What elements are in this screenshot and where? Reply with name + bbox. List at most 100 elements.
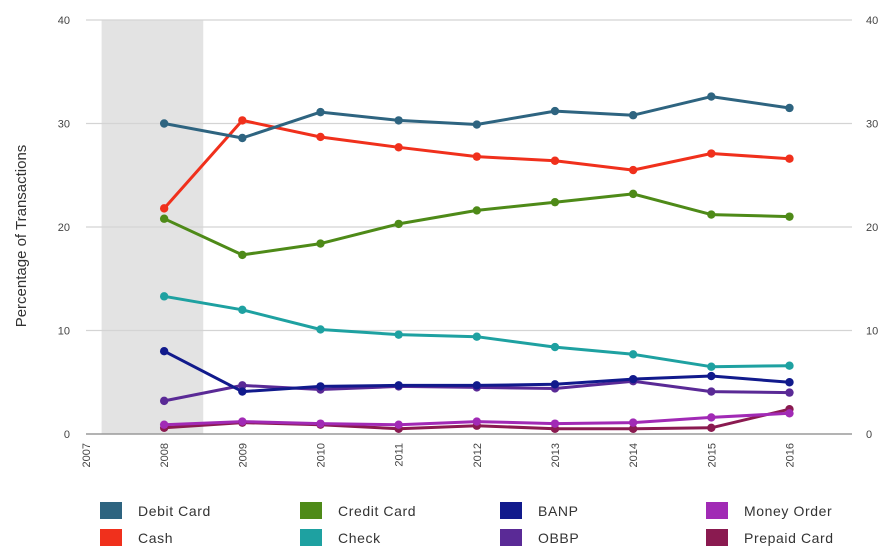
data-point-check [394, 330, 403, 339]
data-point-banp [785, 378, 794, 387]
data-point-cash [707, 149, 716, 158]
x-tick-label: 2007 [81, 443, 93, 467]
data-point-check [550, 342, 560, 352]
legend-item-debit-card: Debit Card [100, 502, 210, 519]
legend-label-money-order: Money Order [744, 503, 832, 519]
data-point-banp [628, 374, 638, 384]
x-axis: 2007 2008 2009 2010 2011 2012 2013 2014 2015 2016 [81, 443, 796, 467]
x-tick-label: 2013 [550, 443, 562, 467]
data-point-credit-card [472, 206, 482, 215]
data-point-cash [238, 116, 247, 125]
data-point-debit-card [785, 103, 794, 113]
x-tick-label: 2015 [706, 443, 718, 467]
legend-item-banp: BANP [500, 502, 579, 519]
series-lines [162, 95, 791, 431]
data-point-credit-card [628, 189, 638, 199]
data-point-debit-card [628, 111, 638, 120]
data-point-debit-card [472, 120, 482, 129]
y-tick-label: 0 [64, 429, 70, 441]
data-point-debit-card [316, 107, 325, 117]
data-point-cash [785, 154, 794, 163]
data-point-credit-card [394, 219, 403, 229]
series-line-check [162, 294, 791, 369]
y-axis-label: Percentage of Transactions [13, 145, 30, 328]
legend-label-prepaid-card: Prepaid Card [744, 530, 834, 546]
y-tick-label: 40 [58, 15, 70, 27]
data-point-debit-card [707, 92, 716, 101]
data-point-cash [472, 152, 482, 161]
data-point-debit-card [550, 106, 560, 116]
data-point-check [238, 305, 247, 314]
data-point-cash [159, 204, 169, 213]
y-tick-label: 20 [58, 222, 70, 234]
x-tick-label: 2016 [784, 443, 796, 467]
y-tick-label: 30 [58, 119, 70, 131]
data-point-check [472, 332, 482, 341]
data-point-banp [159, 347, 169, 356]
data-point-prepaid-card [707, 423, 716, 432]
legend-swatch-check [300, 529, 322, 546]
y-tick-label: 20 [866, 222, 878, 234]
data-point-money-order [550, 419, 560, 428]
data-point-credit-card [238, 250, 247, 260]
data-point-prepaid-card [628, 424, 638, 434]
data-point-check [159, 292, 169, 301]
legend-swatch-money-order [706, 502, 728, 519]
legend-label-banp: BANP [538, 503, 579, 519]
data-point-banp [550, 380, 560, 389]
data-point-credit-card [550, 197, 560, 207]
data-point-banp [316, 382, 325, 391]
legend-swatch-credit-card [300, 502, 322, 519]
legend: Debit Card Cash Credit Card Check BANP OBBP Mo… [100, 502, 834, 546]
data-point-money-order [159, 420, 169, 429]
legend-item-check: Check [300, 529, 381, 546]
y-tick-label: 10 [866, 326, 878, 338]
legend-swatch-obbp [500, 529, 522, 546]
series-line-credit-card [162, 192, 791, 257]
data-point-credit-card [707, 210, 716, 219]
data-point-cash [394, 143, 403, 152]
data-point-money-order [394, 420, 403, 429]
data-point-money-order [472, 417, 482, 426]
data-point-check [316, 325, 325, 334]
y-tick-label: 30 [866, 119, 878, 131]
x-tick-label: 2010 [315, 443, 327, 467]
data-point-cash [316, 132, 325, 142]
data-point-credit-card [159, 214, 169, 223]
x-tick-label: 2014 [628, 443, 640, 467]
x-tick-label: 2008 [159, 443, 171, 467]
data-point-debit-card [238, 133, 247, 143]
data-point-cash [550, 156, 560, 165]
data-point-debit-card [394, 116, 403, 125]
data-point-check [628, 350, 638, 359]
data-point-check [707, 362, 716, 371]
series-points [159, 92, 794, 434]
data-point-banp [394, 381, 403, 390]
legend-label-check: Check [338, 530, 381, 546]
data-point-banp [472, 381, 482, 390]
data-point-money-order [238, 417, 247, 426]
data-point-money-order [785, 409, 794, 418]
x-tick-label: 2009 [237, 443, 249, 467]
data-point-money-order [628, 418, 638, 427]
data-point-obbp [785, 388, 794, 397]
y-tick-label: 0 [866, 429, 872, 441]
legend-item-cash: Cash [100, 529, 172, 546]
data-point-obbp [238, 381, 247, 390]
data-point-check [785, 361, 794, 370]
data-point-cash [628, 165, 638, 175]
legend-item-obbp: OBBP [500, 529, 579, 546]
data-point-credit-card [785, 212, 794, 221]
data-point-obbp [707, 387, 716, 396]
data-point-money-order [316, 419, 325, 428]
data-point-banp [707, 371, 716, 381]
y-tick-label: 10 [58, 326, 70, 338]
legend-label-credit-card: Credit Card [338, 503, 416, 519]
series-line-debit-card [162, 95, 791, 140]
y-axis-right: 0 10 20 30 40 [866, 15, 878, 441]
legend-swatch-banp [500, 502, 522, 519]
legend-swatch-prepaid-card [706, 529, 728, 546]
y-tick-label: 40 [866, 15, 878, 27]
legend-label-obbp: OBBP [538, 530, 579, 546]
